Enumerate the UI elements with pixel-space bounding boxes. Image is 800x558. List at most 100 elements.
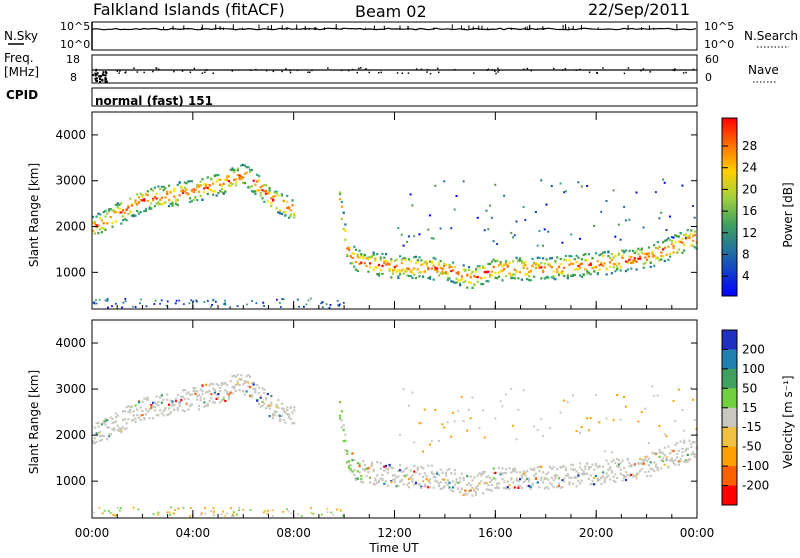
radar-pixel	[572, 274, 575, 278]
radar-pixel	[215, 397, 218, 400]
radar-pixel	[395, 476, 398, 479]
radar-pixel	[280, 193, 283, 196]
radar-pixel	[413, 267, 416, 270]
radar-pixel	[238, 509, 240, 511]
radar-pixel	[517, 479, 520, 482]
radar-pixel	[540, 418, 543, 420]
radar-pixel	[512, 468, 515, 471]
radar-pixel	[291, 411, 294, 414]
radar-pixel	[257, 175, 261, 178]
radar-pixel	[215, 382, 218, 386]
radar-pixel	[111, 305, 113, 308]
radar-pixel	[102, 435, 105, 438]
radar-pixel	[395, 270, 398, 273]
radar-pixel	[127, 410, 130, 413]
radar-pixel	[577, 181, 580, 184]
radar-pixel	[423, 261, 426, 264]
radar-pixel	[266, 192, 269, 195]
radar-pixel	[107, 306, 109, 309]
radar-pixel	[293, 409, 296, 412]
freq-dot	[118, 72, 120, 74]
radar-pixel	[464, 268, 467, 271]
radar-pixel	[374, 479, 377, 482]
radar-pixel	[384, 263, 388, 266]
radar-pixel	[630, 473, 633, 476]
radar-pixel	[644, 261, 647, 264]
radar-pixel	[157, 185, 160, 188]
radar-pixel	[533, 474, 536, 477]
radar-pixel	[568, 263, 571, 266]
radar-pixel	[199, 514, 202, 516]
radar-pixel	[254, 192, 257, 196]
xtick-label: 04:00	[176, 526, 211, 540]
radar-pixel	[496, 243, 499, 245]
radar-pixel	[425, 477, 428, 481]
radar-pixel	[598, 264, 601, 267]
radar-pixel	[122, 426, 125, 429]
radar-pixel	[220, 382, 223, 385]
radar-pixel	[120, 211, 123, 214]
freq-dot	[98, 75, 101, 78]
radar-pixel	[677, 248, 680, 251]
radar-pixel	[570, 233, 573, 236]
radar-pixel	[166, 300, 169, 303]
radar-pixel	[439, 227, 442, 230]
radar-pixel	[328, 306, 331, 309]
radar-pixel	[526, 278, 529, 281]
radar-pixel	[441, 423, 444, 426]
radar-pixel	[234, 389, 238, 392]
radar-pixel	[619, 468, 622, 471]
radar-pixel	[605, 200, 608, 202]
radar-pixel	[570, 255, 573, 258]
radar-pixel	[617, 253, 620, 256]
radar-pixel	[512, 276, 515, 279]
radar-pixel	[407, 478, 411, 481]
radar-pixel	[275, 207, 278, 210]
freq-dot	[281, 70, 283, 73]
radar-pixel	[432, 486, 435, 489]
radar-pixel	[605, 472, 608, 475]
radar-pixel	[95, 440, 98, 443]
radar-pixel	[377, 274, 381, 277]
radar-pixel	[480, 480, 483, 483]
radar-pixel	[669, 452, 672, 455]
radar-pixel	[670, 242, 673, 245]
radar-pixel	[257, 386, 261, 389]
freq-dot	[426, 71, 428, 73]
radar-pixel	[381, 272, 384, 275]
radar-pixel	[189, 197, 192, 200]
radar-pixel	[175, 299, 178, 302]
radar-pixel	[132, 410, 135, 413]
radar-pixel	[533, 425, 536, 428]
radar-pixel	[411, 276, 414, 279]
radar-pixel	[201, 178, 204, 181]
radar-pixel	[286, 508, 288, 510]
radar-pixel	[543, 487, 546, 490]
radar-pixel	[130, 204, 133, 207]
radar-pixel	[536, 244, 539, 247]
radar-pixel	[632, 259, 635, 262]
radar-pixel	[372, 468, 375, 471]
radar-pixel	[469, 484, 472, 487]
radar-pixel	[573, 468, 576, 471]
radar-pixel	[450, 489, 453, 492]
radar-pixel	[388, 269, 391, 272]
radar-pixel	[503, 194, 506, 197]
radar-pixel	[116, 203, 119, 206]
radar-pixel	[132, 418, 135, 421]
radar-pixel	[425, 262, 428, 265]
radar-pixel	[429, 277, 432, 280]
radar-pixel	[690, 445, 693, 448]
radar-pixel	[540, 465, 543, 468]
radar-pixel	[556, 474, 559, 477]
radar-pixel	[584, 253, 587, 256]
radar-pixel	[563, 266, 566, 269]
radar-pixel	[545, 203, 548, 206]
radar-pixel	[452, 269, 455, 272]
radar-pixel	[164, 201, 167, 204]
radar-pixel	[637, 247, 640, 250]
radar-pixel	[263, 511, 265, 514]
radar-pixel	[231, 392, 234, 395]
radar-pixel	[510, 231, 513, 234]
radar-pixel	[674, 458, 677, 461]
